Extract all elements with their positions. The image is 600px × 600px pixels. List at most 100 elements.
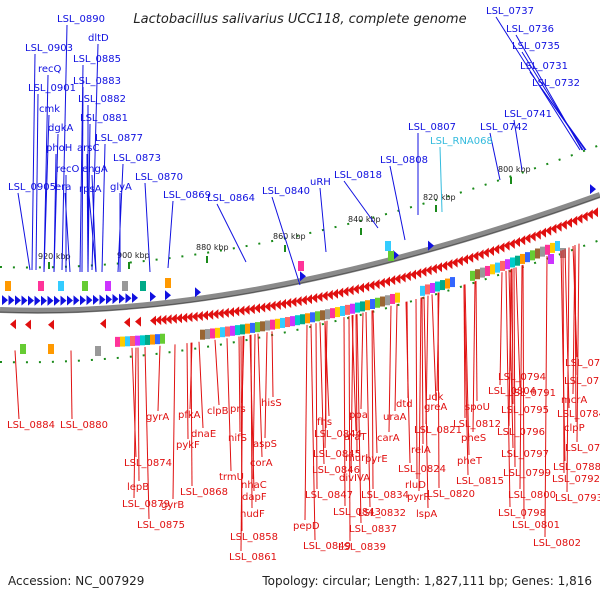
reverse-feature-block — [480, 267, 485, 278]
forward-gene-label: LSL_0883 — [73, 76, 121, 87]
reverse-label-leader — [198, 341, 204, 429]
reverse-feature-block — [540, 246, 545, 257]
reverse-feature-blocks — [20, 240, 560, 356]
reverse-gene-label: LSL_0868 — [180, 487, 228, 498]
reverse-feature-block — [340, 305, 345, 316]
reverse-label-leader — [310, 324, 316, 541]
reverse-gene-arrow — [566, 217, 572, 228]
reverse-gene-label: LSL_0798 — [498, 508, 546, 519]
forward-label-leader — [513, 119, 523, 171]
reverse-gene-label: LSL_0874 — [124, 458, 172, 469]
reverse-gene-labels: LSL_0884 LSL_0880 gyrA LSL_0874 lepB LSL_0879… — [7, 358, 600, 563]
forward-gene-labels: LSL_0890 LSL_0903 dltD recQ LSL_0885 LSL_0901… — [8, 6, 580, 204]
reverse-label-leader — [437, 292, 440, 489]
reverse-gene-arrow — [228, 307, 234, 318]
reverse-gene-arrow — [446, 259, 453, 270]
reverse-gene-label: LSL_0884 — [7, 420, 55, 431]
reverse-feature-block — [500, 260, 505, 271]
reverse-gene-arrow — [347, 285, 354, 296]
reverse-gene-label: dapF — [242, 492, 267, 503]
reverse-feature-block — [145, 334, 150, 345]
forward-gene-arrow — [41, 295, 47, 306]
reverse-gene-label: pykF — [176, 440, 200, 451]
reverse-gene-arrow — [352, 284, 359, 295]
reverse-label-leader — [365, 311, 371, 508]
forward-feature-block — [385, 241, 391, 251]
reverse-feature-block — [525, 252, 530, 263]
reverse-feature-block — [255, 322, 260, 333]
reverse-gene-arrow — [363, 281, 370, 292]
reverse-gene-label: dtd — [396, 399, 413, 410]
reverse-gene-arrow — [586, 209, 593, 220]
accession-label: Accession: NC_007929 — [8, 574, 144, 588]
reverse-feature-block — [225, 326, 230, 337]
reverse-feature-block — [320, 310, 325, 321]
reverse-gene-label: trmU — [219, 472, 244, 483]
reverse-feature-block — [310, 312, 315, 323]
reverse-gene-arrow — [222, 307, 229, 318]
forward-label-leader — [439, 146, 443, 213]
forward-feature-block — [82, 281, 88, 291]
reverse-feature-block — [130, 335, 135, 346]
reverse-label-leader — [505, 270, 511, 508]
reverse-gene-label: nhaC — [241, 480, 267, 491]
reverse-gene-label: pfkA — [178, 410, 201, 421]
reverse-gene-label: uraA — [383, 412, 407, 423]
reverse-label-leader — [137, 347, 140, 482]
reverse-feature-block — [240, 324, 245, 335]
forward-gene-arrow — [106, 294, 112, 305]
reverse-gene-arrow — [243, 304, 250, 315]
reverse-gene-arrow — [295, 296, 302, 307]
reverse-gene-label: nifS — [228, 433, 247, 444]
forward-gene-arrow — [165, 290, 171, 301]
reverse-gene-label: LSL_0849 — [303, 541, 351, 552]
reverse-label-leader — [14, 350, 20, 420]
reverse-feature-block — [350, 303, 355, 314]
reverse-label-leader — [324, 321, 330, 417]
forward-label-leader — [35, 93, 39, 271]
reverse-gene-label: LSL_0784 — [557, 409, 600, 420]
forward-gene-label: dgkA — [48, 123, 73, 134]
reverse-gene-arrow — [524, 233, 531, 244]
reverse-gene-arrow — [482, 247, 489, 258]
reverse-label-leader — [257, 333, 263, 458]
reverse-feature-block — [220, 327, 225, 338]
reverse-feature-block — [365, 300, 370, 311]
forward-gene-arrow — [34, 295, 41, 306]
reverse-feature-block — [335, 307, 340, 318]
forward-label-leader — [88, 194, 97, 273]
reverse-feature-block — [260, 321, 265, 332]
reverse-gene-label: clpP — [564, 423, 585, 434]
forward-feature-block — [140, 281, 146, 291]
reverse-label-leader — [70, 350, 73, 420]
reverse-label-leader — [463, 284, 469, 476]
reverse-gene-label: LSL_0847 — [305, 490, 353, 501]
reverse-gene-arrow — [456, 255, 463, 266]
reverse-gene-label: LSL_0820 — [427, 489, 475, 500]
reverse-gene-arrow — [399, 272, 406, 283]
reverse-gene-label: pyrR — [407, 492, 430, 503]
forward-gene-arrow — [300, 271, 306, 282]
reverse-gene-arrow — [467, 252, 474, 263]
reverse-gene-label: pepD — [293, 521, 320, 532]
reverse-gene-label: LSL_0839 — [338, 542, 386, 553]
reverse-feature-block — [390, 293, 395, 304]
reverse-gene-label: LSL_0812 — [453, 419, 501, 430]
forward-label-leader — [31, 53, 36, 271]
reverse-feature-block — [530, 250, 535, 261]
forward-gene-arrow — [21, 295, 28, 306]
forward-feature-block — [298, 261, 304, 271]
reverse-label-leader — [343, 317, 346, 507]
reverse-gene-arrow — [155, 315, 162, 326]
reverse-gene-arrow — [425, 265, 432, 276]
reverse-gene-label: gyrB — [161, 500, 184, 511]
reverse-label-leader — [324, 320, 328, 449]
reverse-gene-label: divIVA — [339, 473, 370, 484]
tick-label: 860 kbp — [273, 232, 306, 241]
reverse-feature-block — [355, 302, 360, 313]
reverse-gene-arrow — [150, 315, 156, 326]
forward-gene-label: glyA — [110, 182, 132, 193]
forward-label-leader — [91, 43, 99, 271]
reverse-label-leader — [172, 344, 176, 500]
